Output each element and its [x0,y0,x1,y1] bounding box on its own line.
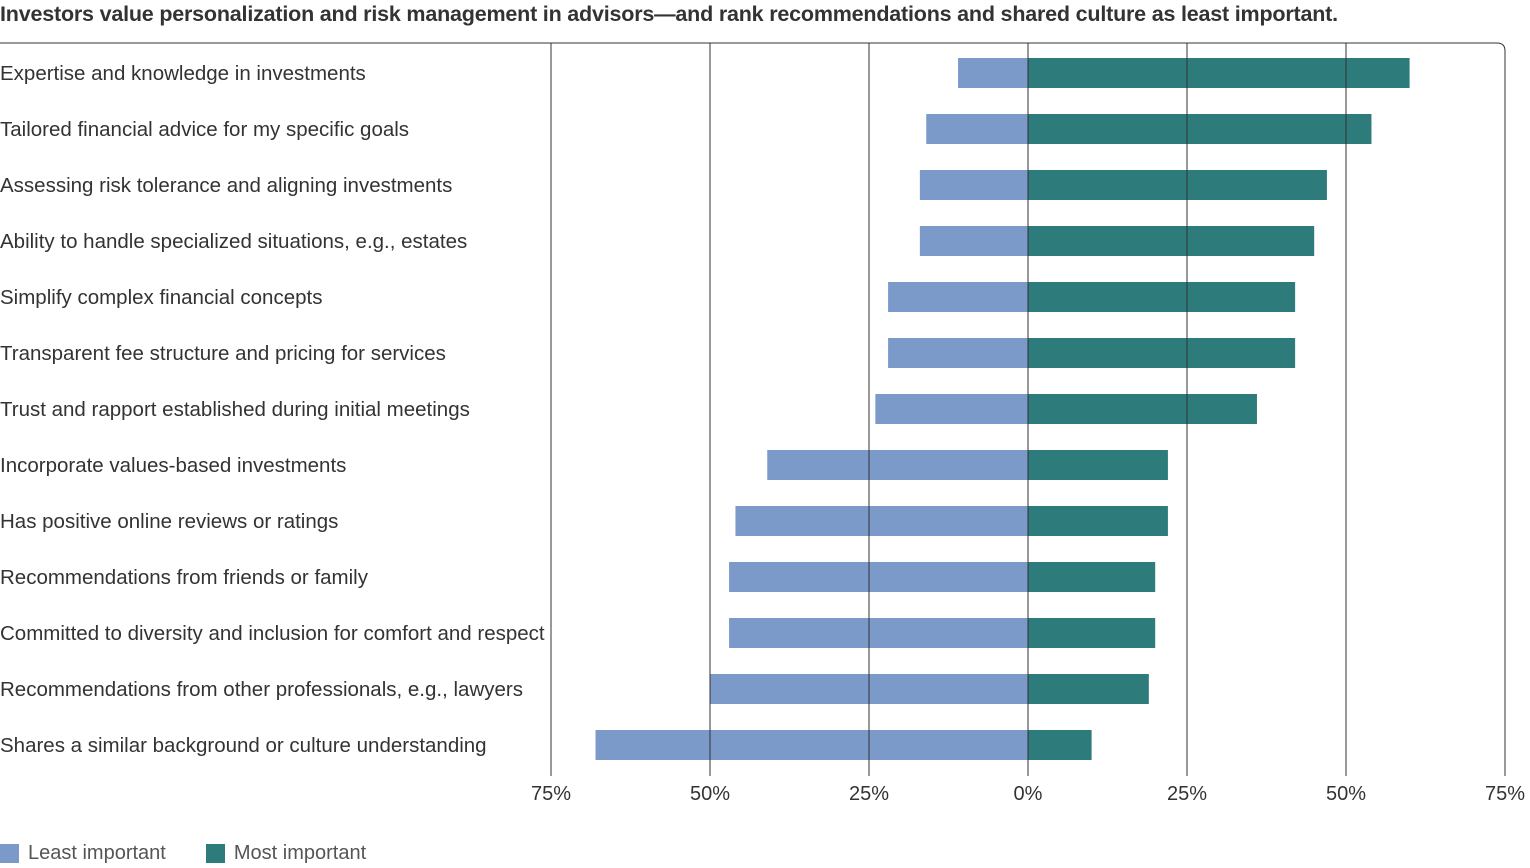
bar-least [767,450,1028,480]
bar-most [1028,394,1257,424]
category-label: Simplify complex financial concepts [0,286,322,309]
bar-most [1028,282,1296,312]
legend-swatch-most [205,844,225,863]
category-label: Committed to diversity and inclusion for… [0,622,545,645]
category-label: Ability to handle specialized situations… [0,230,467,253]
bar-least [926,114,1028,144]
legend-item-most: Most important [205,842,367,865]
x-tick-label: 75% [1485,783,1525,805]
bar-most [1028,450,1168,480]
category-label: Tailored financial advice for my specifi… [0,118,409,141]
legend-label-least: Least important [28,842,166,864]
bar-least [595,730,1028,760]
bar-least [875,394,1028,424]
category-label: Incorporate values-based investments [0,454,346,477]
category-label: Expertise and knowledge in investments [0,62,366,85]
x-tick-label: 50% [690,783,730,805]
bar-least [958,58,1028,88]
bar-least [729,618,1028,648]
bar-most [1028,170,1327,200]
bar-least [919,226,1028,256]
category-label: Has positive online reviews or ratings [0,510,338,533]
bar-least [888,282,1028,312]
bar-least [888,338,1028,368]
x-tick-label: 50% [1326,783,1366,805]
legend-label-most: Most important [233,842,367,864]
legend-item-least: Least important [0,842,166,865]
plot-top-border [0,42,1506,52]
bar-chart: Expertise and knowledge in investments Ta… [0,42,1525,805]
category-label: Recommendations from friends or family [0,566,369,589]
bar-least [735,506,1028,536]
legend: Least important Most important [0,842,406,865]
x-tick-label: 0% [1014,783,1043,805]
bar-most [1028,730,1092,760]
bar-most [1028,338,1296,368]
x-tick-label: 75% [531,783,571,805]
category-label: Trust and rapport established during ini… [0,398,470,421]
bar-most [1028,562,1156,592]
category-label: Shares a similar background or culture u… [0,734,487,757]
x-tick-label: 25% [1167,783,1207,805]
bar-most [1028,114,1372,144]
bar-most [1028,674,1149,704]
bar-most [1028,226,1315,256]
category-label: Transparent fee structure and pricing fo… [0,342,446,365]
bar-least [729,562,1028,592]
bar-most [1028,618,1156,648]
category-label: Assessing risk tolerance and aligning in… [0,174,452,197]
bar-most [1028,506,1168,536]
chart-title: Investors value personalization and risk… [0,2,1338,26]
x-tick-label: 25% [849,783,889,805]
legend-swatch-least [0,844,19,863]
bar-least [919,170,1028,200]
bar-most [1028,58,1410,88]
category-label: Recommendations from other professionals… [0,678,523,701]
